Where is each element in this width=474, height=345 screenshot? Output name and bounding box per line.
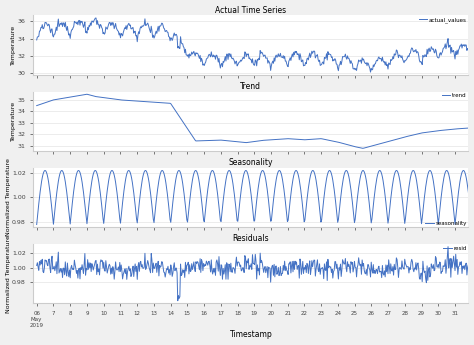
- Legend: actual_values: actual_values: [419, 17, 467, 23]
- Title: Seasonality: Seasonality: [228, 158, 273, 167]
- Y-axis label: Normalized Temperature: Normalized Temperature: [6, 235, 10, 313]
- Y-axis label: Temperature: Temperature: [11, 101, 16, 141]
- Legend: resid: resid: [443, 245, 467, 251]
- Title: Trend: Trend: [240, 82, 261, 91]
- Y-axis label: Normalized Temperature: Normalized Temperature: [6, 159, 10, 236]
- Title: Residuals: Residuals: [233, 234, 269, 243]
- Legend: trend: trend: [442, 93, 467, 99]
- Title: Actual Time Series: Actual Time Series: [215, 6, 286, 14]
- Legend: seasonality: seasonality: [425, 220, 467, 226]
- Y-axis label: Temperature: Temperature: [11, 25, 16, 65]
- X-axis label: Timestamp: Timestamp: [229, 331, 272, 339]
